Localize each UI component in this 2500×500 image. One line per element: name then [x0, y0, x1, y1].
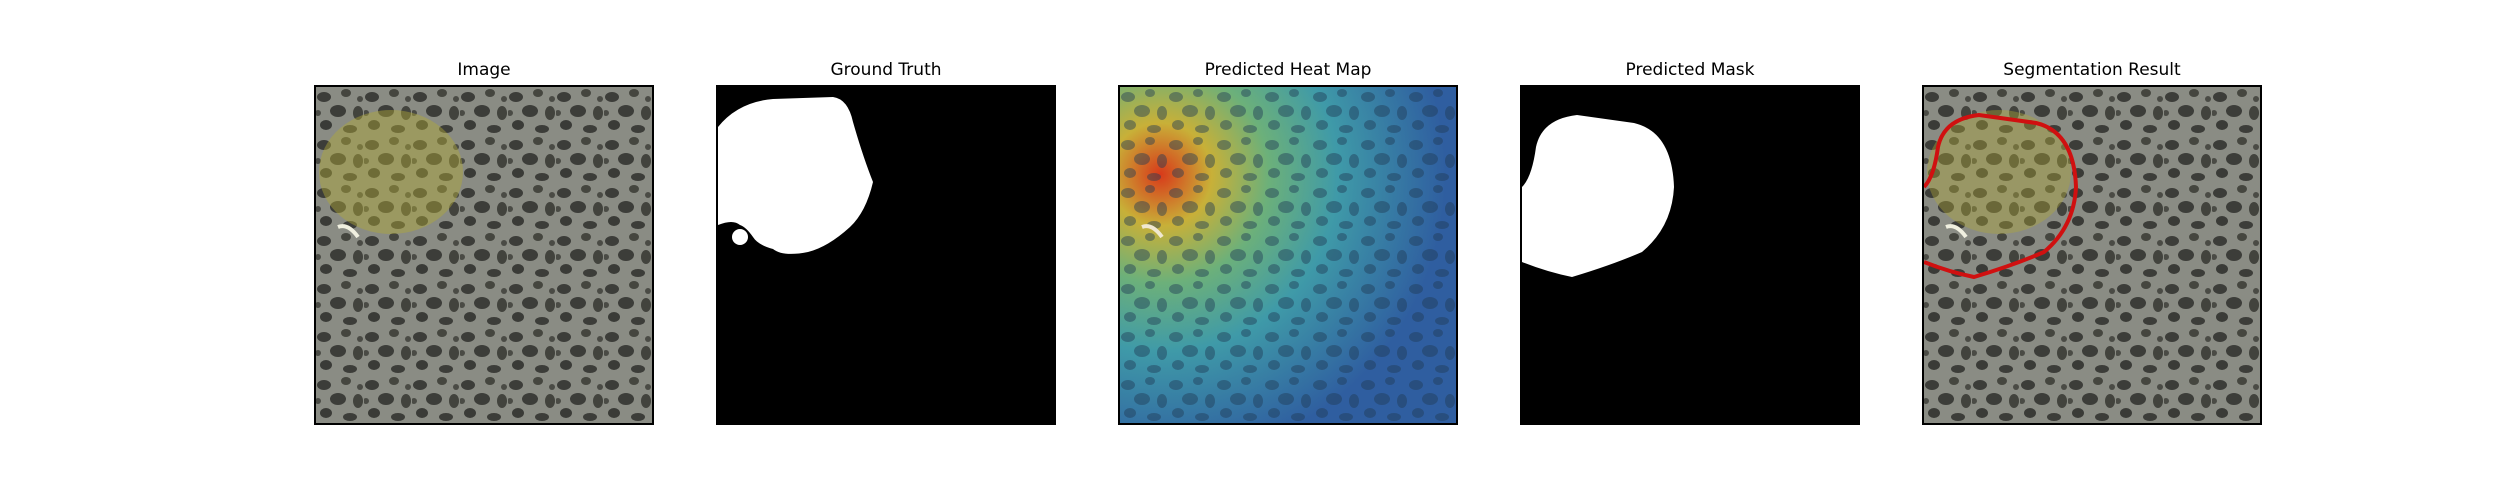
- panel-title-predicted-mask: Predicted Mask: [1625, 60, 1755, 80]
- panel-title-image: Image: [457, 60, 511, 80]
- predicted-region: [1522, 115, 1674, 277]
- object-highlight: [319, 110, 463, 234]
- panel-title-ground-truth: Ground Truth: [830, 60, 942, 80]
- overlay-object-detail: [1945, 224, 1968, 239]
- heat-object-detail: [1141, 224, 1164, 239]
- ground-truth-frame: [716, 85, 1056, 425]
- image-frame: [314, 85, 654, 425]
- predicted-mask-frame: [1520, 85, 1860, 425]
- segmentation-overlay: [1924, 87, 2260, 423]
- predicted-mask: [1522, 87, 1858, 423]
- segmentation-contour: [1924, 112, 2079, 280]
- heat-map-frame: [1118, 85, 1458, 425]
- overlay-highlight: [1927, 110, 2071, 234]
- segmentation-frame: [1922, 85, 2262, 425]
- object-detail: [337, 224, 360, 239]
- ground-truth-blob: [732, 229, 748, 245]
- input-image: [316, 87, 652, 423]
- heat-map: [1120, 87, 1456, 423]
- panel-title-segmentation-result: Segmentation Result: [2003, 60, 2181, 80]
- ground-truth-region: [718, 97, 873, 254]
- panel-title-heat-map: Predicted Heat Map: [1204, 60, 1372, 80]
- ground-truth-mask: [718, 87, 1054, 423]
